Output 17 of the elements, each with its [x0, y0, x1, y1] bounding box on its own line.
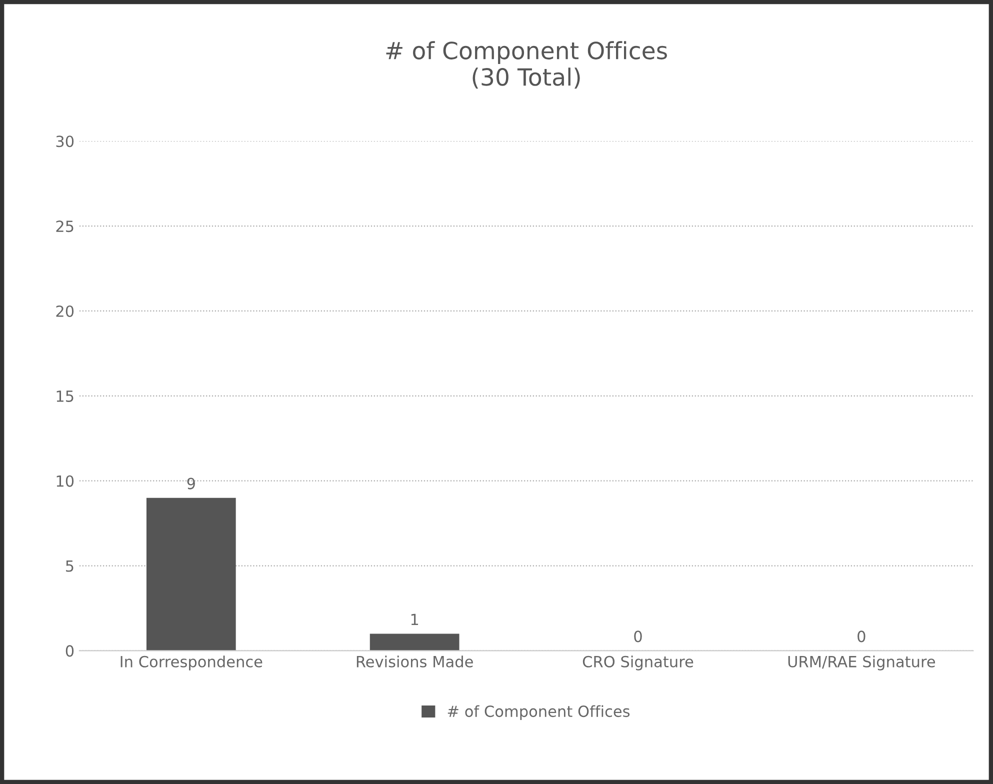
legend-label: # of Component Offices [448, 705, 630, 720]
data-label: 9 [187, 478, 195, 490]
data-label: 1 [411, 614, 418, 625]
x-tick-label: In Correspondence [120, 656, 262, 670]
y-tick-label: 30 [56, 136, 74, 148]
y-tick-label: 20 [56, 305, 74, 318]
y-tick-label: 25 [56, 220, 74, 232]
x-tick-label: CRO Signature [582, 656, 694, 670]
y-tick-label: 5 [66, 560, 74, 572]
chart-title: # of Component Offices (30 Total) [386, 41, 667, 89]
x-tick-label: Revisions Made [356, 656, 473, 668]
data-label: 0 [858, 630, 866, 642]
x-tick-label: URM/RAE Signature [788, 656, 936, 670]
y-tick-label: 0 [66, 645, 74, 657]
y-tick-label: 10 [56, 475, 74, 487]
data-label: 0 [634, 630, 642, 642]
y-tick-label: 15 [56, 390, 74, 402]
